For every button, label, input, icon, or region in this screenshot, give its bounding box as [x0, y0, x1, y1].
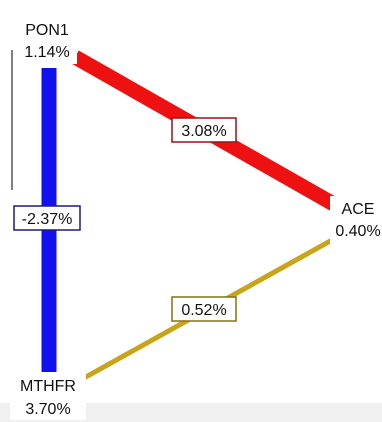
- node-mthfr: MTHFR 3.70%: [10, 372, 86, 420]
- edge-label-mthfr-ace: 0.52%: [171, 296, 237, 322]
- edge-label-pon1-mthfr: -2.37%: [13, 205, 81, 231]
- edge-label-mthfr-ace-text: 0.52%: [181, 302, 226, 319]
- node-mthfr-value: 3.70%: [25, 401, 70, 418]
- node-ace-name: ACE: [342, 201, 375, 218]
- edge-label-pon1-ace: 3.08%: [171, 117, 237, 143]
- edge-label-pon1-mthfr-text: -2.37%: [22, 211, 73, 228]
- edge-label-pon1-ace-text: 3.08%: [181, 123, 226, 140]
- node-mthfr-name: MTHFR: [20, 378, 76, 395]
- node-pon1: PON1 1.14%: [17, 16, 77, 64]
- node-ace: ACE 0.40%: [330, 196, 382, 244]
- bottom-band: [0, 403, 382, 422]
- node-ace-value: 0.40%: [335, 223, 380, 240]
- node-pon1-name: PON1: [25, 22, 69, 39]
- node-pon1-value: 1.14%: [24, 44, 69, 61]
